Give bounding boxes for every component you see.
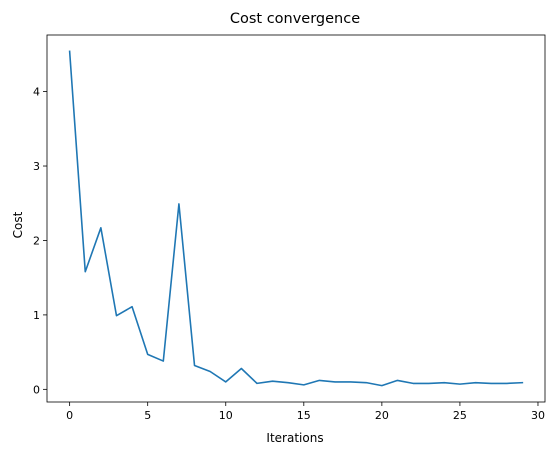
y-axis-label: Cost: [11, 211, 25, 238]
y-tick-label: 4: [33, 86, 40, 99]
plot-frame: [46, 34, 546, 403]
plot-area: 0 5 10 15 20 25 30 0 1 2 3 4: [33, 34, 546, 422]
x-tick-label: 30: [531, 409, 545, 422]
x-tick-label: 0: [66, 409, 73, 422]
x-tick-label: 15: [297, 409, 311, 422]
y-tick-label: 2: [33, 234, 40, 247]
y-tick-label: 3: [33, 160, 40, 173]
chart-title: Cost convergence: [230, 11, 360, 27]
y-tick-label: 1: [33, 309, 40, 322]
series-line-0: [68, 50, 524, 387]
y-tick-label: 0: [33, 383, 40, 396]
x-axis-label: Iterations: [266, 431, 323, 445]
x-tick-label: 25: [453, 409, 467, 422]
x-tick-label: 5: [144, 409, 151, 422]
x-tick-label: 10: [219, 409, 233, 422]
x-tick-label: 20: [375, 409, 389, 422]
